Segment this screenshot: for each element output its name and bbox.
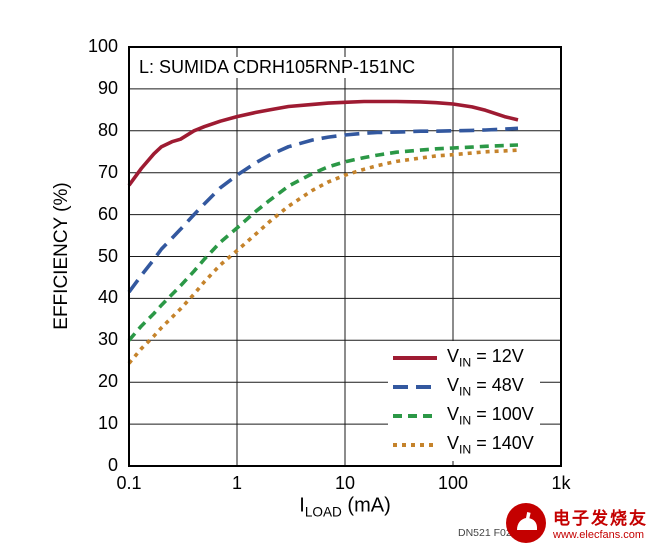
legend-line-sample-vin-48v [393, 384, 437, 389]
legend-item-vin-12v: VIN = 12V [392, 343, 534, 372]
legend-item-vin-140v: VIN = 140V [392, 430, 534, 459]
x-tick-label: 10 [334, 473, 356, 493]
y-tick-label: 30 [97, 329, 118, 350]
x-axis-title-rest: (mA) [341, 494, 391, 517]
legend-item-vin-48v: VIN = 48V [392, 372, 534, 401]
y-tick-label: 90 [97, 77, 118, 98]
y-tick-label: 100 [87, 36, 118, 56]
y-tick-label: 10 [97, 413, 118, 434]
legend-item-vin-100v: VIN = 100V [392, 401, 534, 430]
plot-frame [128, 46, 562, 467]
legend-line-sample-vin-100v [393, 413, 437, 418]
x-tick-label: 100 [437, 473, 469, 493]
watermark-brand: 电子发烧友 [553, 509, 648, 529]
curve-vin-100v [127, 143, 519, 342]
watermark-url: www.elecfans.com [553, 528, 645, 541]
y-tick-label: 20 [97, 371, 118, 392]
legend: VIN = 12V VIN = 48V VIN = 100V VIN = 140V [388, 341, 540, 461]
y-tick-label: 40 [97, 287, 118, 308]
y-tick-label: 70 [97, 161, 118, 182]
legend-label-vin-48v: VIN = 48V [447, 374, 524, 399]
elecfans-logo-icon [504, 501, 548, 550]
x-tick-label: 1k [551, 473, 571, 493]
watermark-text: 电子发烧友 www.elecfans.com [553, 509, 648, 541]
watermark: 电子发烧友 www.elecfans.com [504, 501, 648, 550]
x-axis-title: ILOAD (mA) [299, 495, 390, 520]
y-tick-label: 60 [97, 203, 118, 224]
x-axis-title-prefix: I [299, 494, 305, 517]
curve-vin-48v [127, 126, 519, 294]
legend-line-sample-vin-140v [393, 442, 437, 447]
x-tick-label: 1 [231, 473, 242, 493]
legend-line-sample-vin-12v [393, 355, 437, 360]
legend-label-vin-12v: VIN = 12V [447, 345, 524, 370]
x-tick-label: 0.1 [116, 473, 142, 493]
x-axis-title-sub: LOAD [304, 504, 342, 520]
y-tick-label: 50 [97, 245, 118, 266]
y-tick-label: 0 [107, 455, 118, 475]
figure-caption: DN521 F02 [458, 527, 512, 539]
curve-vin-140v [127, 148, 519, 365]
y-tick-label: 80 [97, 119, 118, 140]
legend-label-vin-140v: VIN = 140V [447, 432, 534, 457]
inductor-annotation: L: SUMIDA CDRH105RNP-151NC [136, 57, 419, 78]
curve-vin-12v [127, 99, 519, 187]
legend-label-vin-100v: VIN = 100V [447, 403, 534, 428]
